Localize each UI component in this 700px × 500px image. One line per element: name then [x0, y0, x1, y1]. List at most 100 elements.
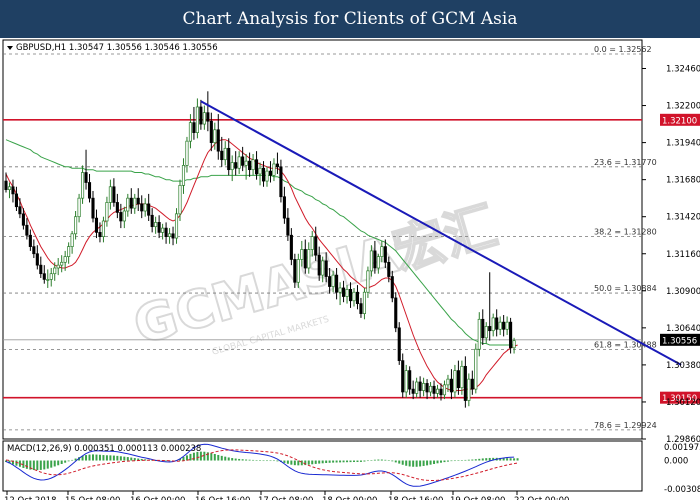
candle-body: [435, 388, 440, 394]
price-tag: [660, 113, 700, 126]
macd-histogram-bar: [116, 455, 119, 461]
candle-body: [484, 326, 488, 339]
macd-histogram-bar: [342, 460, 345, 463]
macd-histogram-bar: [506, 458, 509, 461]
macd-histogram-bar: [39, 460, 42, 470]
candle-body: [467, 378, 471, 401]
macd-histogram-bar: [259, 460, 262, 461]
macd-histogram-bar: [109, 455, 112, 461]
macd-histogram-bar: [450, 460, 453, 462]
macd-histogram-bar: [241, 459, 244, 461]
candle-body: [32, 246, 36, 255]
dropdown-triangle-icon[interactable]: [7, 46, 13, 50]
macd-histogram-bar: [15, 460, 18, 466]
candle-body: [470, 378, 474, 390]
candle-body: [157, 222, 161, 233]
candle-body: [53, 267, 57, 275]
candle-body: [387, 261, 391, 277]
current-price-tag: [660, 333, 700, 346]
candle-body: [216, 129, 220, 152]
candle-body: [7, 186, 12, 190]
macd-histogram-bar: [398, 460, 401, 464]
candle-body: [505, 321, 509, 330]
macd-panel: [2, 440, 643, 492]
macd-histogram-bar: [297, 460, 300, 466]
macd-histogram-bar: [238, 458, 241, 461]
macd-histogram-bar: [474, 459, 477, 461]
candle-body: [147, 203, 151, 216]
macd-histogram-bar: [53, 460, 56, 467]
macd-histogram-bar: [485, 458, 488, 461]
macd-histogram-bar: [266, 460, 268, 462]
candle-body: [140, 203, 144, 212]
time-tick-label: 17 Oct 08:00: [258, 496, 313, 500]
candle-body: [25, 224, 29, 236]
macd-histogram-bar: [206, 452, 209, 461]
macd-histogram-bar: [349, 460, 352, 463]
candle-body: [220, 150, 224, 161]
macd-histogram-bar: [81, 455, 84, 461]
candle-body: [380, 246, 384, 257]
macd-histogram-bar: [137, 458, 140, 461]
candle-body: [408, 370, 412, 390]
macd-histogram-bar: [179, 458, 181, 461]
price-tag-label: 1.32100: [662, 116, 697, 126]
candle-body: [63, 256, 67, 263]
macd-histogram-bar: [220, 455, 223, 461]
time-tick-label: 18 Oct 00:00: [322, 496, 377, 500]
candle-body: [300, 249, 304, 260]
macd-histogram-bar: [429, 460, 432, 465]
time-tick-label: 16 Oct 16:00: [195, 496, 250, 500]
candle-body: [227, 147, 231, 171]
candle-body: [296, 259, 300, 283]
macd-histogram-bar: [144, 459, 147, 461]
price-tick-label: 1.30120: [666, 398, 700, 408]
price-tick-label: 1.31160: [666, 250, 700, 260]
macd-histogram-bar: [130, 457, 133, 461]
candle-body: [338, 287, 342, 293]
candle-body: [42, 273, 46, 280]
macd-histogram-bar: [50, 460, 53, 468]
candle-body: [199, 106, 203, 125]
macd-histogram-bar: [192, 452, 195, 461]
candle-body: [279, 166, 283, 198]
signal-line: [5, 449, 518, 481]
page-title: Chart Analysis for Clients of GCM Asia: [182, 9, 518, 29]
candle-body: [112, 186, 116, 203]
macd-histogram-bar: [43, 460, 46, 470]
macd-histogram-bar: [255, 460, 258, 461]
macd-histogram-bar: [460, 460, 463, 461]
candle-body: [328, 276, 332, 287]
macd-histogram-bar: [325, 460, 328, 463]
candle-body: [248, 160, 252, 171]
fib-label: 61.8 = 1.30488: [594, 341, 657, 350]
symbol-header[interactable]: GBPUSD,H1 1.30547 1.30556 1.30546 1.3055…: [7, 43, 218, 53]
candle-body: [432, 385, 436, 394]
macd-histogram-bar: [387, 460, 390, 461]
candle-body: [115, 202, 119, 213]
macd-histogram-bar: [203, 451, 206, 461]
macd-histogram-bar: [32, 460, 35, 471]
macd-histogram-bar: [36, 460, 39, 471]
chart-area[interactable]: GCMASIA宏汇 GLOBAL CAPITAL MARKETS 1.32100…: [0, 38, 700, 500]
trendline[interactable]: [200, 100, 682, 366]
candle-body: [331, 274, 335, 287]
candle-body: [512, 340, 516, 349]
candle-body: [119, 212, 123, 222]
macd-tick-label: -0.00308: [664, 485, 700, 495]
candle-body: [321, 260, 325, 276]
candle-body: [136, 197, 140, 205]
macd-histogram-bar: [22, 460, 25, 468]
candle-body: [195, 106, 199, 133]
candle-body: [174, 213, 179, 239]
macd-histogram-bar: [314, 460, 317, 464]
candle-body: [241, 156, 245, 166]
candle-body: [366, 270, 370, 293]
macd-histogram-bar: [71, 459, 74, 461]
candle-body: [345, 289, 349, 297]
candle-body: [442, 384, 447, 396]
candle-body: [213, 129, 217, 143]
candle-body: [56, 264, 60, 269]
macd-histogram-bar: [457, 460, 460, 461]
time-tick-label: 15 Oct 08:00: [65, 496, 120, 500]
